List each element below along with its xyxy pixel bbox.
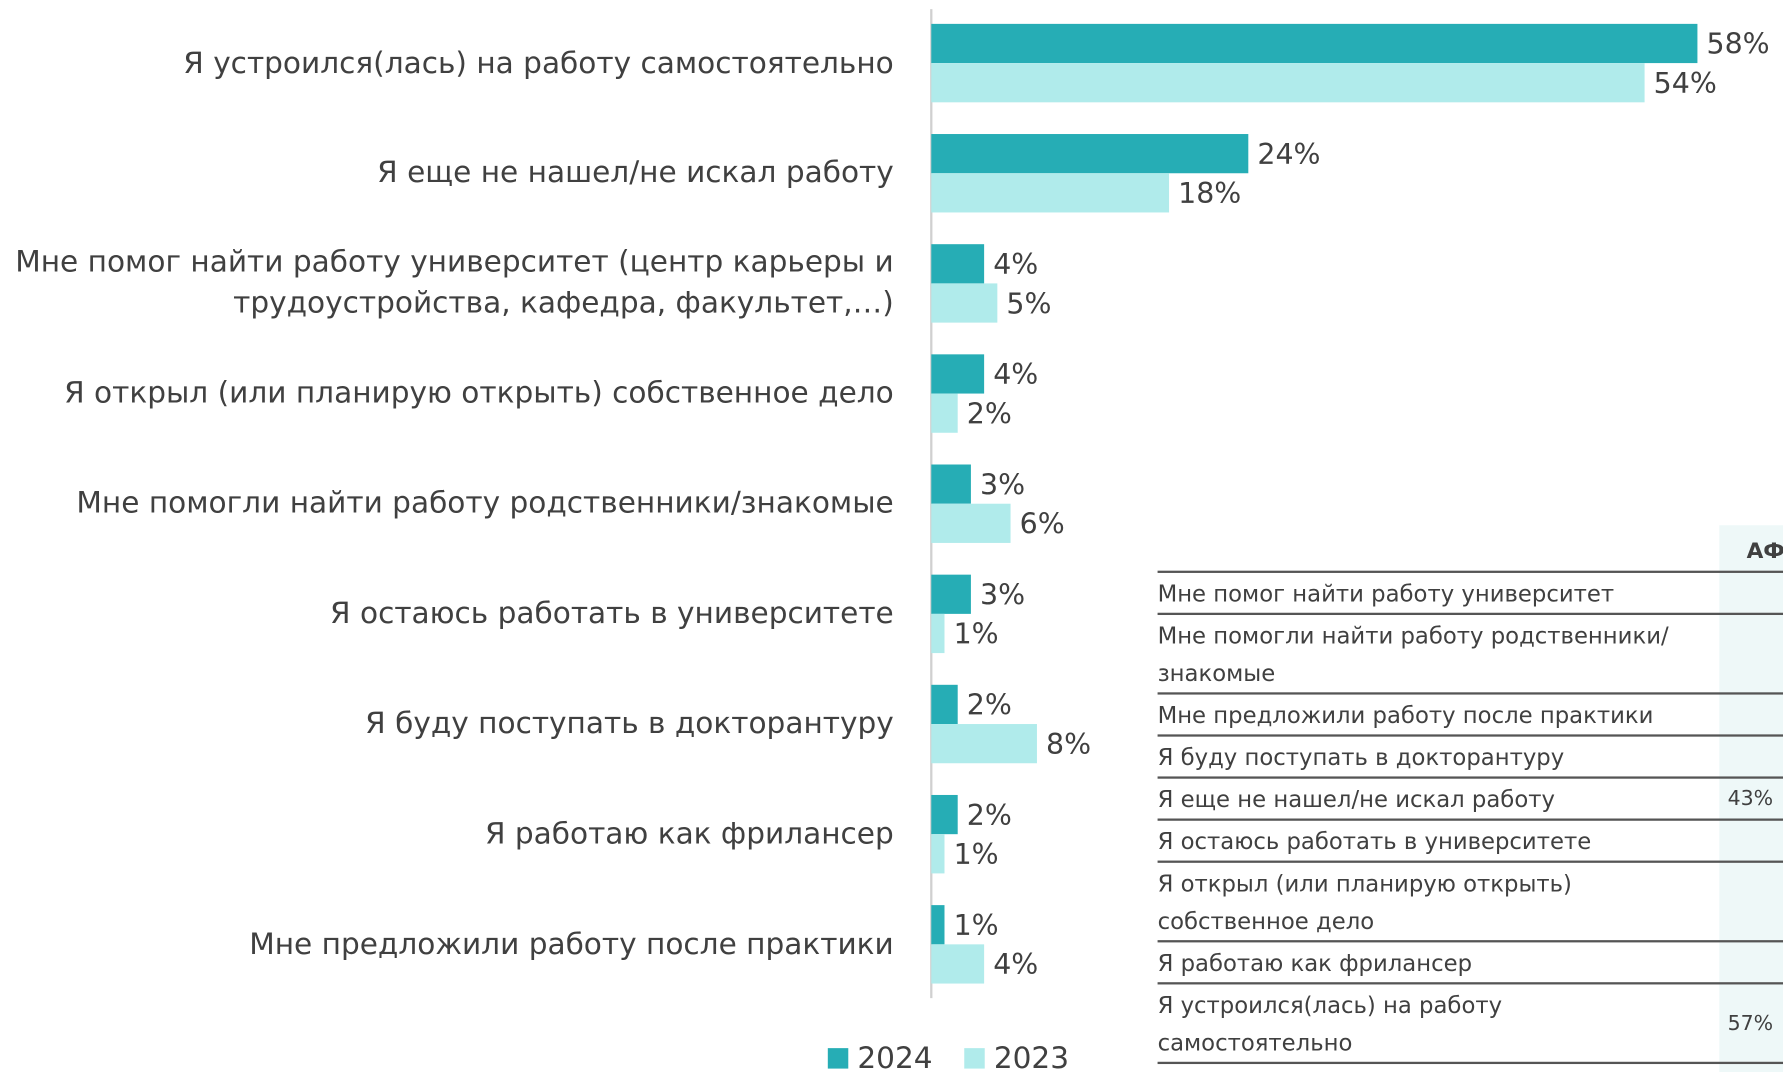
bar — [931, 173, 1170, 213]
value-label: 3% — [980, 579, 1025, 612]
category-label: Я открыл (или планирую открыть) собствен… — [64, 376, 894, 411]
value-label: 1% — [954, 838, 999, 871]
category-label: Мне предложили работу после практики — [249, 927, 894, 962]
table-row: Я остаюсь работать в университете — [1157, 821, 1783, 863]
table-row: Мне помогли найти работу родственники/зн… — [1157, 615, 1783, 695]
bar — [931, 244, 985, 284]
value-label: 6% — [1020, 508, 1065, 541]
bar — [931, 63, 1645, 103]
category-label: Мне помогли найти работу родственники/зн… — [76, 486, 894, 521]
row-label: Я буду поступать в докторантуру — [1157, 743, 1565, 771]
column-background — [1719, 525, 1783, 1072]
row-label: Я устроился(лась) на работу самостоятель… — [1157, 991, 1503, 1057]
table-header: АФ — [1157, 525, 1783, 573]
bar — [931, 724, 1037, 764]
bar — [931, 393, 958, 433]
category-label: Я еще не нашел/не искал работу — [377, 156, 894, 191]
category-label: Мне помог найти работу университет (цент… — [15, 245, 894, 321]
value-label: 18% — [1178, 177, 1241, 210]
value-label: 58% — [1707, 28, 1770, 61]
bar — [931, 794, 958, 835]
legend-label: 2023 — [994, 1041, 1069, 1072]
row-label: Я работаю как фрилансер — [1157, 949, 1473, 977]
row-label: Мне помогли найти работу родственники/зн… — [1157, 621, 1669, 687]
bar — [931, 574, 971, 614]
bar — [931, 503, 1011, 543]
row-label: Я открыл (или планирую открыть) собствен… — [1157, 869, 1572, 935]
bar — [931, 834, 945, 874]
table: АФ Мне помог найти работу университет Мне… — [1157, 525, 1783, 1072]
value-label: 4% — [993, 358, 1038, 391]
bar — [931, 905, 945, 945]
table-row: Мне предложили работу после практики — [1157, 695, 1783, 737]
legend-label: 2024 — [857, 1041, 932, 1072]
value-label: 1% — [954, 618, 999, 651]
legend-swatch — [827, 1048, 849, 1069]
row-label: Мне помог найти работу университет — [1157, 579, 1615, 608]
value-label: 1% — [954, 909, 999, 942]
row-label: Я еще не нашел/не искал работу — [1157, 785, 1555, 813]
bar — [931, 464, 971, 504]
row-value: 57% — [1727, 1011, 1774, 1036]
value-label: 24% — [1257, 138, 1320, 171]
row-label: Я остаюсь работать в университете — [1157, 827, 1592, 855]
value-label: 3% — [980, 468, 1025, 501]
table-row: Я открыл (или планирую открыть) собствен… — [1157, 863, 1783, 943]
value-label: 2% — [967, 689, 1012, 722]
value-label: 54% — [1654, 67, 1717, 100]
value-label: 4% — [993, 248, 1038, 281]
row-value: 43% — [1727, 786, 1774, 811]
value-label: 8% — [1046, 728, 1091, 761]
row-label: Мне предложили работу после практики — [1157, 701, 1654, 729]
bar — [931, 134, 1249, 174]
bar — [931, 613, 945, 654]
value-label: 4% — [993, 948, 1038, 981]
value-label: 5% — [1006, 287, 1051, 320]
category-label: Я устроился(лась) на работу самостоятель… — [183, 46, 894, 81]
legend-swatch — [964, 1048, 985, 1069]
value-label: 2% — [967, 799, 1012, 832]
bar — [931, 23, 1698, 64]
table-row: Мне помог найти работу университет — [1157, 573, 1783, 616]
bar — [931, 944, 985, 984]
category-label: Я остаюсь работать в университете — [330, 596, 894, 631]
category-label: Я работаю как фрилансер — [484, 817, 894, 852]
bar — [931, 684, 958, 725]
table-row: Я устроился(лась) на работу самостоятель… — [1157, 984, 1783, 1065]
value-label: 2% — [967, 397, 1012, 430]
table-row: Я еще не нашел/не искал работу 43% — [1157, 779, 1783, 821]
table-row: Я буду поступать в докторантуру — [1157, 737, 1783, 779]
table-row: Я работаю как фрилансер — [1157, 942, 1783, 985]
category-label: Я буду поступать в докторантуру — [365, 706, 894, 742]
bar — [931, 354, 985, 394]
bar — [931, 283, 998, 323]
